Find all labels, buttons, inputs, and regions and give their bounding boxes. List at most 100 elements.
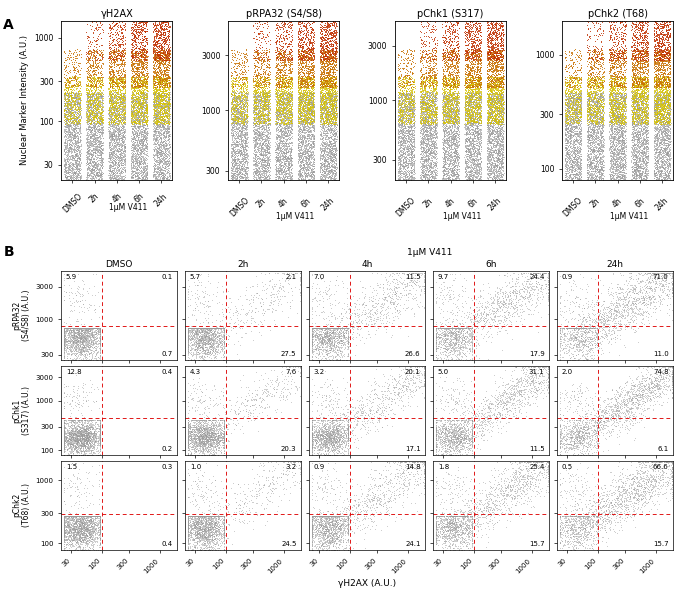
Point [201, 427, 212, 436]
Point [443, 120, 454, 129]
Point [82, 429, 92, 439]
Point [192, 324, 203, 334]
Point [490, 105, 500, 114]
Point [61, 524, 71, 534]
Point [94, 96, 105, 106]
Point [216, 528, 226, 538]
Point [630, 69, 641, 78]
Point [597, 96, 608, 106]
Point [464, 93, 475, 103]
Point [450, 104, 461, 113]
Point [568, 152, 579, 162]
Point [139, 72, 150, 82]
Point [566, 491, 577, 501]
Point [471, 74, 482, 84]
Point [466, 398, 477, 407]
Point [640, 125, 651, 135]
Point [407, 167, 418, 176]
Point [239, 77, 250, 87]
Point [323, 121, 334, 130]
Point [150, 97, 161, 106]
Point [337, 335, 348, 345]
Point [64, 528, 75, 537]
Point [277, 72, 288, 81]
Point [652, 74, 663, 84]
Point [306, 433, 317, 442]
Point [454, 134, 464, 143]
Point [142, 100, 153, 110]
Point [481, 97, 492, 106]
Point [94, 323, 105, 333]
Point [84, 61, 95, 71]
Point [656, 61, 666, 70]
Point [324, 123, 335, 132]
Point [324, 167, 335, 176]
Point [154, 102, 165, 111]
Point [588, 76, 599, 86]
Point [574, 89, 585, 99]
Point [569, 86, 580, 96]
Point [258, 91, 269, 100]
Point [64, 125, 75, 134]
Point [65, 100, 76, 110]
Point [66, 431, 77, 440]
Point [573, 107, 584, 116]
Point [131, 102, 142, 111]
Point [568, 276, 579, 285]
Point [492, 157, 503, 167]
Point [104, 157, 115, 167]
Point [630, 72, 641, 81]
Point [498, 102, 509, 112]
Point [498, 109, 509, 118]
Point [111, 51, 122, 60]
Point [156, 54, 167, 63]
Point [583, 145, 594, 154]
Point [651, 172, 662, 181]
Point [183, 426, 194, 436]
Point [242, 165, 253, 175]
Point [417, 106, 428, 115]
Point [90, 524, 101, 533]
Point [666, 457, 677, 467]
Point [629, 27, 640, 37]
Point [445, 138, 456, 147]
Point [135, 154, 146, 163]
Point [565, 115, 576, 124]
Point [108, 73, 119, 82]
Point [611, 124, 622, 134]
Point [407, 120, 418, 129]
Point [63, 145, 74, 154]
Point [573, 93, 583, 103]
Point [394, 106, 405, 115]
Point [498, 171, 509, 180]
Point [316, 137, 327, 146]
Point [632, 51, 643, 61]
Point [586, 163, 597, 173]
Point [437, 141, 448, 150]
Point [307, 161, 318, 171]
Point [61, 428, 71, 438]
Point [116, 172, 126, 181]
Point [199, 512, 210, 522]
Point [446, 164, 457, 174]
Point [150, 114, 160, 124]
Point [466, 98, 477, 107]
Point [305, 93, 316, 103]
Point [460, 69, 471, 79]
Point [395, 169, 406, 178]
Point [440, 139, 451, 148]
Point [228, 418, 239, 427]
Point [576, 134, 587, 143]
Point [63, 115, 74, 124]
Point [234, 163, 245, 173]
Point [292, 173, 303, 183]
Point [131, 109, 142, 119]
Point [78, 332, 88, 341]
Point [530, 372, 541, 381]
Point [251, 92, 262, 102]
Point [185, 394, 196, 404]
Point [323, 91, 334, 100]
Point [569, 336, 580, 345]
Point [430, 171, 441, 180]
Point [556, 523, 566, 532]
